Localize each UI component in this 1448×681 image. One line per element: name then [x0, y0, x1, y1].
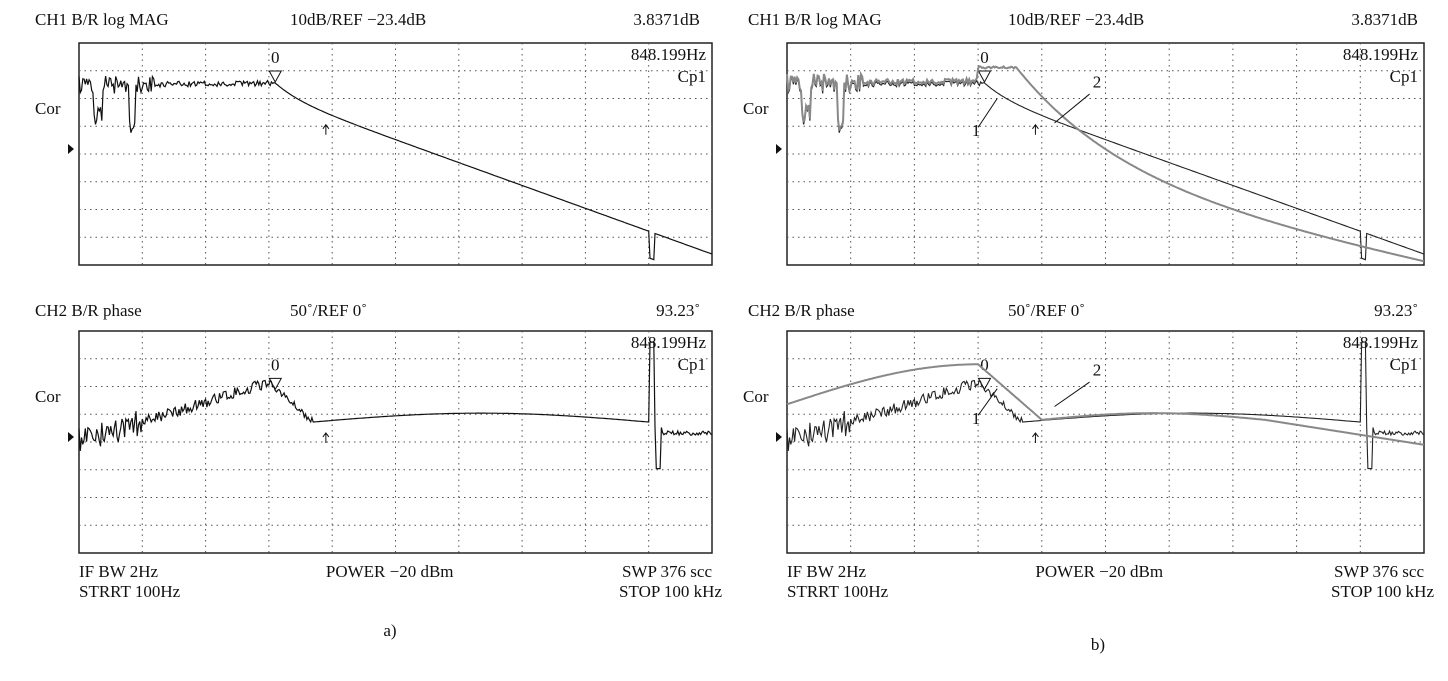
side-label: Cor [743, 99, 769, 118]
reading: 93.23˚ [1374, 301, 1418, 320]
panel-label: a) [383, 621, 396, 640]
footer-sweep: SWP 376 scc [1334, 562, 1424, 581]
trace [786, 74, 1425, 261]
footer-ifbw: IF BW 2Hz [79, 562, 158, 581]
channel-label: CH2 B/R phase [35, 301, 142, 320]
marker-name: Cp1 [678, 67, 706, 86]
side-label: Cor [35, 387, 61, 406]
marker-arrow [322, 432, 330, 443]
marker-frequency: 848.199Hz [631, 333, 707, 352]
leader-line [977, 388, 998, 416]
leader-line [977, 98, 998, 128]
trace-label: 2 [1093, 360, 1102, 379]
footer-power: POWER −20 dBm [1035, 562, 1163, 581]
marker-name: Cp1 [1390, 67, 1418, 86]
reference-arrow [68, 144, 74, 154]
marker-arrow [1032, 123, 1039, 135]
channel-label: CH1 B/R log MAG [748, 10, 882, 29]
reference-arrow [776, 432, 782, 442]
marker-name: Cp1 [1390, 355, 1418, 374]
trace [786, 341, 1425, 470]
marker-triangle [977, 377, 992, 391]
trace [786, 64, 1425, 263]
marker-number: 0 [980, 48, 989, 67]
footer-stop: STOP 100 kHz [1331, 582, 1434, 601]
channel-label: CH1 B/R log MAG [35, 10, 169, 29]
marker-frequency: 848.199Hz [1343, 333, 1419, 352]
scale-label: 50˚/REF 0˚ [1008, 301, 1085, 320]
trace [786, 363, 1425, 446]
marker-arrow [322, 123, 330, 135]
marker-number: 0 [271, 48, 280, 67]
panel-label: b) [1091, 635, 1105, 654]
reference-arrow [776, 144, 782, 154]
scale-label: 10dB/REF −23.4dB [1008, 10, 1144, 29]
marker-triangle [977, 70, 992, 84]
reading: 93.23˚ [656, 301, 700, 320]
marker-number: 0 [980, 355, 989, 374]
trace-label: 1 [972, 409, 981, 428]
reference-arrow [68, 432, 74, 442]
footer-start: STRRT 100Hz [787, 582, 889, 601]
scale-label: 10dB/REF −23.4dB [290, 10, 426, 29]
trace-label: 2 [1093, 72, 1102, 91]
side-label: Cor [743, 387, 769, 406]
reading: 3.8371dB [633, 10, 700, 29]
marker-frequency: 848.199Hz [631, 45, 707, 64]
marker-frequency: 848.199Hz [1343, 45, 1419, 64]
trace [78, 74, 713, 261]
marker-triangle [268, 70, 283, 84]
leader-line [1054, 381, 1090, 407]
footer-sweep: SWP 376 scc [622, 562, 712, 581]
reading: 3.8371dB [1351, 10, 1418, 29]
marker-arrow [1032, 432, 1039, 443]
leader-line [1054, 93, 1090, 124]
scale-label: 50˚/REF 0˚ [290, 301, 367, 320]
footer-ifbw: IF BW 2Hz [787, 562, 866, 581]
trace [78, 341, 713, 470]
footer-stop: STOP 100 kHz [619, 582, 722, 601]
footer-power: POWER −20 dBm [326, 562, 454, 581]
marker-triangle [268, 377, 283, 391]
channel-label: CH2 B/R phase [748, 301, 855, 320]
marker-name: Cp1 [678, 355, 706, 374]
marker-number: 0 [271, 355, 280, 374]
trace-label: 1 [972, 121, 981, 140]
footer-start: STRRT 100Hz [79, 582, 181, 601]
side-label: Cor [35, 99, 61, 118]
